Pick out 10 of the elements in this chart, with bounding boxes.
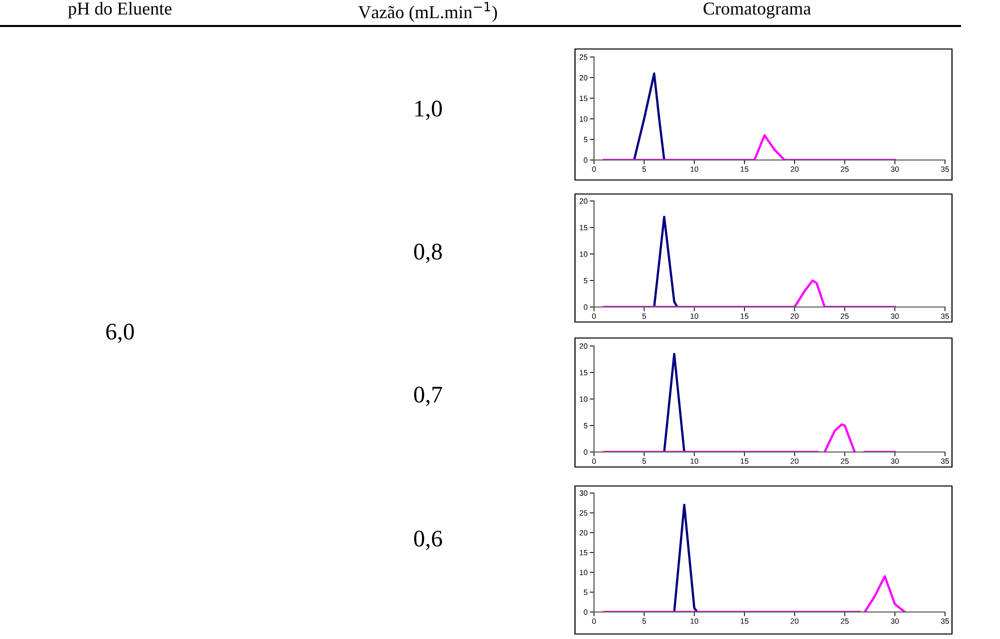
text: Vazão (mL.min$^{−1}$) xyxy=(358,2,497,22)
line-series xyxy=(602,279,896,307)
text: 6,0 xyxy=(106,324,134,344)
text: 0,6 xyxy=(414,530,442,550)
text: Cromatograma xyxy=(704,2,811,18)
text: 0,8 xyxy=(414,244,442,264)
text: 0,7 xyxy=(414,386,442,406)
line-series xyxy=(633,72,666,160)
text: pH do Eluente xyxy=(68,2,172,18)
text: 1,0 xyxy=(415,100,442,120)
